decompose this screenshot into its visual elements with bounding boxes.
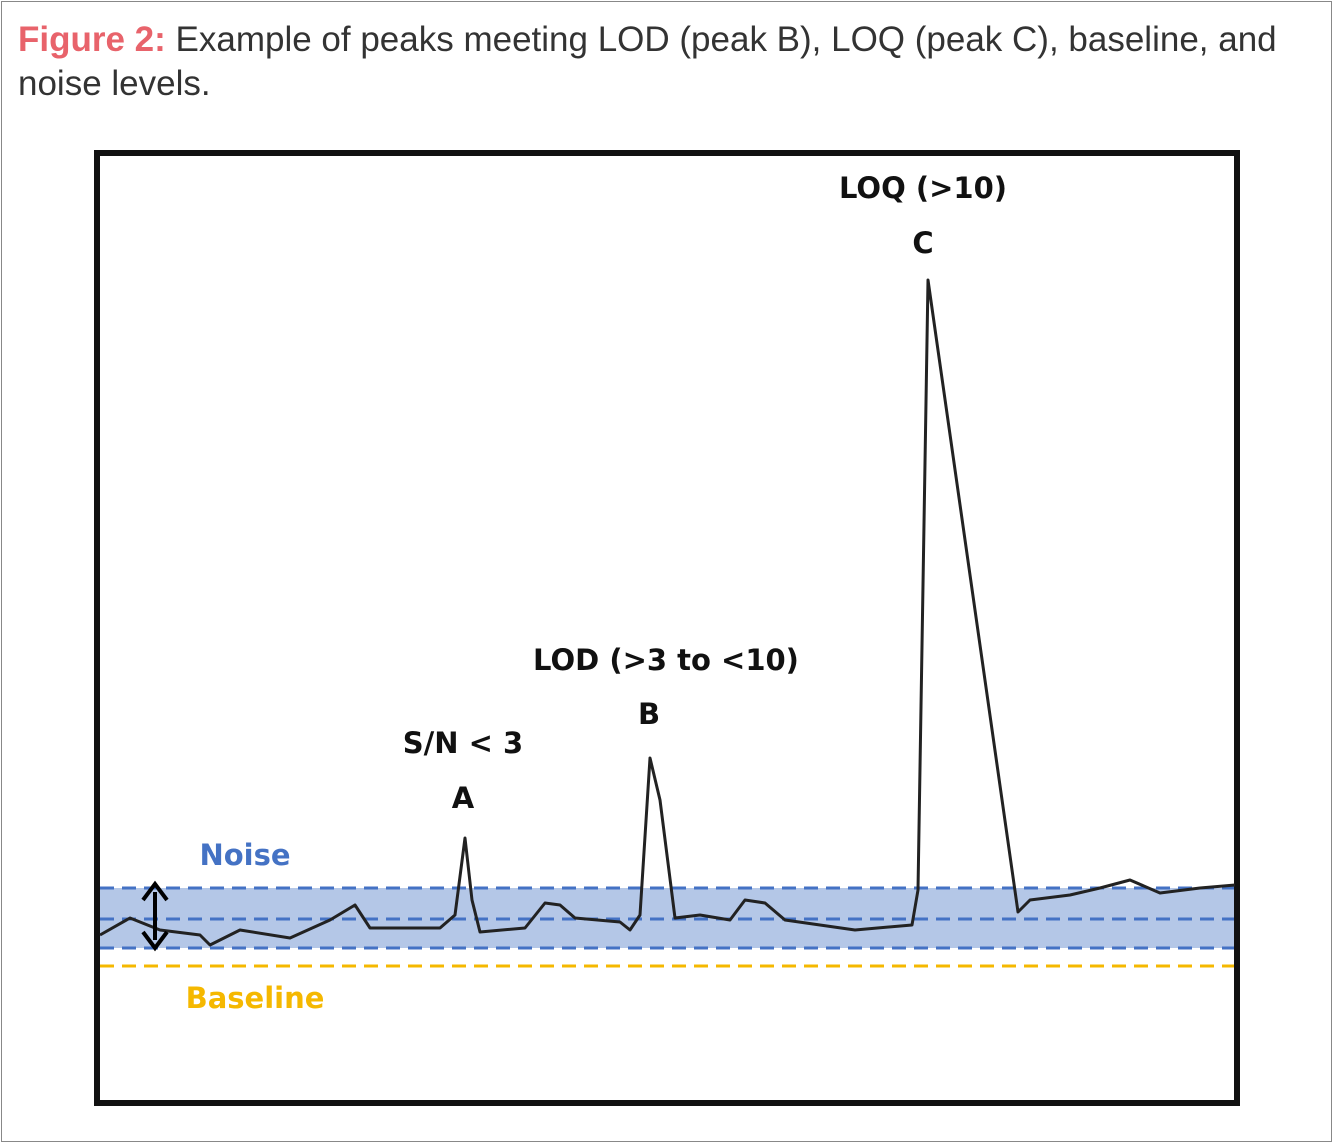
baseline-label: Baseline	[186, 981, 325, 1015]
peak-letter: B	[638, 697, 660, 731]
peak-letter: C	[912, 226, 933, 260]
plot-box	[94, 150, 1240, 1106]
noise-arrow	[141, 880, 169, 952]
peak-annotation: S/N < 3	[403, 726, 523, 760]
signal-trace	[99, 278, 1236, 947]
caption: Figure 2: Example of peaks meeting LOD (…	[18, 18, 1318, 106]
peak-annotation: LOQ (>10)	[839, 171, 1007, 205]
caption-label: Figure 2:	[18, 20, 166, 59]
arrow-head-up	[141, 880, 169, 902]
peak-letter: A	[452, 781, 475, 815]
noise-lines	[100, 886, 1234, 950]
noise-label: Noise	[199, 838, 290, 872]
arrow-head-down	[141, 930, 169, 952]
caption-text: Example of peaks meeting LOD (peak B), L…	[18, 20, 1277, 103]
peak-annotation: LOD (>3 to <10)	[533, 643, 799, 677]
